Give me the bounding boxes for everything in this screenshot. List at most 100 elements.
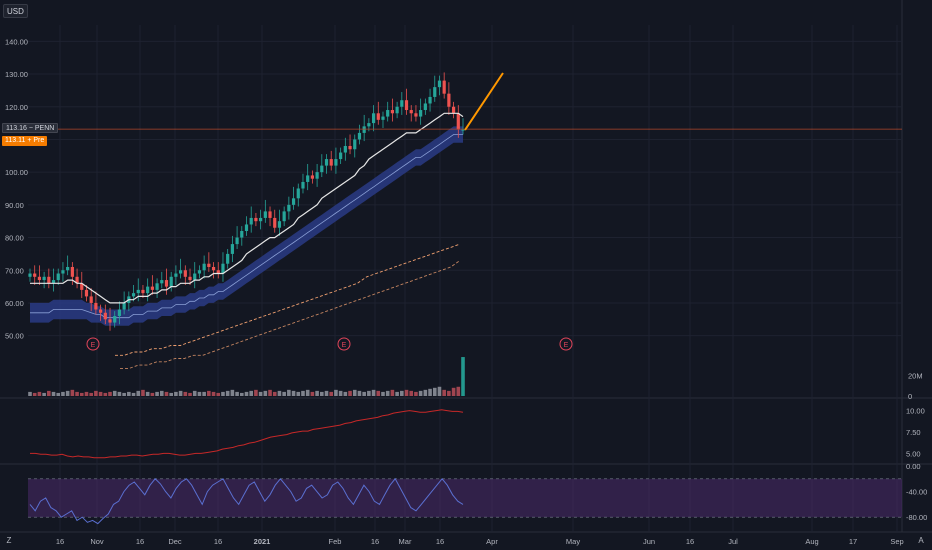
volume-tick-label: 0 bbox=[908, 392, 912, 401]
candle-body bbox=[376, 113, 380, 120]
candle-body bbox=[193, 273, 197, 281]
volume-bar bbox=[272, 391, 277, 396]
price-tick-label: 80.00 bbox=[5, 234, 24, 243]
rsi-tick-label: 0.00 bbox=[906, 462, 921, 471]
volume-bar bbox=[131, 392, 136, 396]
time-tick-label: Jul bbox=[728, 537, 738, 546]
candle-body bbox=[263, 211, 267, 218]
volume-bar bbox=[103, 392, 108, 396]
envelope-band bbox=[30, 126, 463, 326]
candle-body bbox=[259, 217, 263, 222]
candle-body bbox=[447, 93, 451, 107]
time-tick-label: 2021 bbox=[254, 537, 271, 546]
candle-body bbox=[89, 296, 93, 303]
candle-body bbox=[381, 116, 385, 120]
volume-bar bbox=[456, 386, 461, 396]
volume-bar bbox=[357, 390, 362, 396]
volume-bar bbox=[174, 391, 178, 396]
volume-tick-label: 20M bbox=[908, 372, 923, 381]
candle-body bbox=[249, 217, 253, 225]
volume-pane[interactable] bbox=[28, 357, 465, 396]
candle-body bbox=[320, 165, 324, 173]
price-tick-label: 70.00 bbox=[5, 266, 24, 275]
candle-body bbox=[216, 270, 220, 274]
candle-body bbox=[226, 253, 230, 264]
volume-bar bbox=[376, 390, 381, 396]
candle-body bbox=[75, 276, 79, 284]
candle-body bbox=[160, 280, 164, 284]
candle-body bbox=[343, 145, 347, 153]
volume-bar bbox=[282, 391, 286, 396]
volume-bar bbox=[268, 389, 272, 396]
rsi-pane[interactable] bbox=[28, 477, 902, 525]
earnings-marker-circle bbox=[86, 337, 100, 351]
candle-body bbox=[42, 276, 46, 281]
candle-body bbox=[197, 270, 202, 274]
volume-bar bbox=[94, 390, 98, 396]
candle-body bbox=[141, 289, 145, 294]
candle-body bbox=[47, 276, 51, 284]
candle-body bbox=[240, 231, 244, 238]
volume-bar bbox=[381, 391, 385, 396]
candle-body bbox=[423, 103, 427, 111]
earnings-marker[interactable]: E bbox=[559, 337, 573, 351]
volume-bar bbox=[310, 391, 315, 396]
candle-body bbox=[386, 110, 390, 117]
currency-button[interactable]: USD bbox=[3, 4, 28, 18]
volume-bar bbox=[47, 390, 51, 396]
volume-bar bbox=[291, 390, 296, 396]
volume-bar bbox=[414, 391, 418, 396]
volume-bar bbox=[141, 389, 145, 396]
volume-bar bbox=[296, 391, 301, 396]
price-tick-label: 130.00 bbox=[5, 70, 28, 79]
volume-bar bbox=[428, 388, 432, 396]
candle-body bbox=[419, 110, 423, 117]
zoom-reset-button[interactable]: Z bbox=[6, 536, 12, 545]
earnings-marker[interactable]: E bbox=[86, 337, 100, 351]
candle-body bbox=[244, 224, 249, 232]
volume-bar bbox=[188, 392, 192, 396]
volume-bar bbox=[390, 389, 395, 396]
candle-body bbox=[414, 113, 418, 117]
time-tick-label: Mar bbox=[399, 537, 412, 546]
candle-body bbox=[230, 244, 234, 254]
candle-body bbox=[61, 270, 65, 274]
candle-body bbox=[202, 263, 206, 271]
candle-body bbox=[348, 145, 352, 150]
candle-body bbox=[353, 139, 357, 150]
atr-line bbox=[30, 409, 464, 459]
candle-body bbox=[56, 273, 60, 281]
atr-pane[interactable] bbox=[30, 409, 464, 459]
time-tick-label: 16 bbox=[686, 537, 694, 546]
candle-body bbox=[339, 152, 343, 160]
earnings-marker[interactable]: E bbox=[337, 337, 351, 351]
candle-body bbox=[94, 302, 98, 310]
candle-body bbox=[122, 302, 126, 310]
candle-body bbox=[461, 129, 465, 131]
volume-bar bbox=[287, 389, 291, 396]
candle-body bbox=[282, 211, 286, 222]
grid bbox=[0, 0, 932, 533]
candle-body bbox=[131, 293, 136, 297]
volume-bar bbox=[56, 392, 61, 396]
volume-bar bbox=[447, 390, 451, 396]
rsi-line bbox=[29, 477, 464, 525]
time-tick-label: Apr bbox=[486, 537, 498, 546]
candle-body bbox=[357, 132, 362, 140]
volume-bar bbox=[263, 390, 268, 396]
candle-body bbox=[84, 289, 89, 297]
candle-body bbox=[70, 266, 74, 277]
volume-bar bbox=[192, 390, 197, 396]
rsi-tick-label: -40.00 bbox=[906, 488, 927, 497]
candle-body bbox=[442, 80, 446, 94]
volume-bar bbox=[371, 389, 376, 396]
earnings-marker-label: E bbox=[91, 342, 96, 349]
auto-scale-button[interactable]: A bbox=[918, 536, 924, 545]
volume-bar bbox=[320, 391, 324, 396]
volume-bar bbox=[315, 390, 319, 396]
volume-bar bbox=[164, 391, 169, 396]
volume-bar bbox=[324, 390, 329, 396]
